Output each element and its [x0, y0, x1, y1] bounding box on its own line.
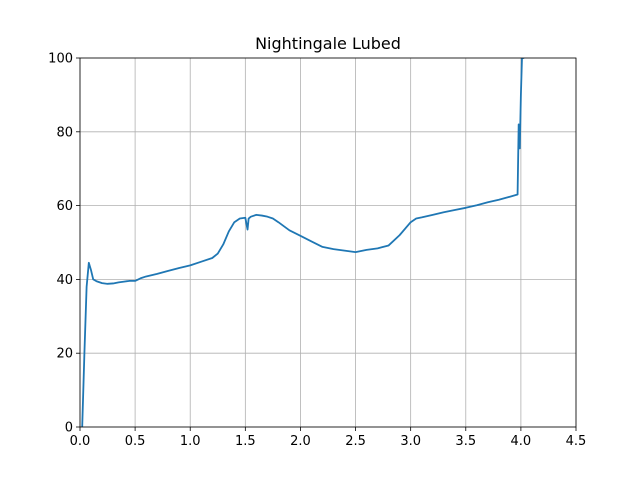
x-tick-label: 4.0 [511, 434, 532, 449]
plot-area [81, 58, 525, 427]
x-tick-label: 3.0 [400, 434, 421, 449]
series-line-1 [81, 58, 525, 427]
y-tick-label: 0 [65, 421, 73, 436]
y-tick-label: 40 [56, 273, 73, 288]
axis-ticks [76, 57, 577, 431]
x-tick-label: 1.5 [235, 434, 256, 449]
x-tick-label: 2.0 [290, 434, 311, 449]
axes-frame [79, 57, 577, 428]
x-tick-label: 1.0 [180, 434, 201, 449]
x-tick-label: 0.5 [125, 434, 146, 449]
y-tick-label: 60 [56, 199, 73, 214]
y-tick-label: 20 [56, 347, 73, 362]
y-tick-label: 100 [48, 52, 73, 67]
x-tick-label: 2.5 [345, 434, 366, 449]
x-tick-label: 4.5 [566, 434, 587, 449]
y-tick-label: 80 [56, 125, 73, 140]
x-tick-label: 3.5 [455, 434, 476, 449]
x-tick-label: 0.0 [70, 434, 91, 449]
tick-labels: 0.0 0.5 1.0 1.5 2.0 2.5 3.0 3.5 4.0 4.5 0 20 40 60 80 1… [48, 52, 586, 450]
chart-title: Nightingale Lubed [255, 34, 401, 53]
